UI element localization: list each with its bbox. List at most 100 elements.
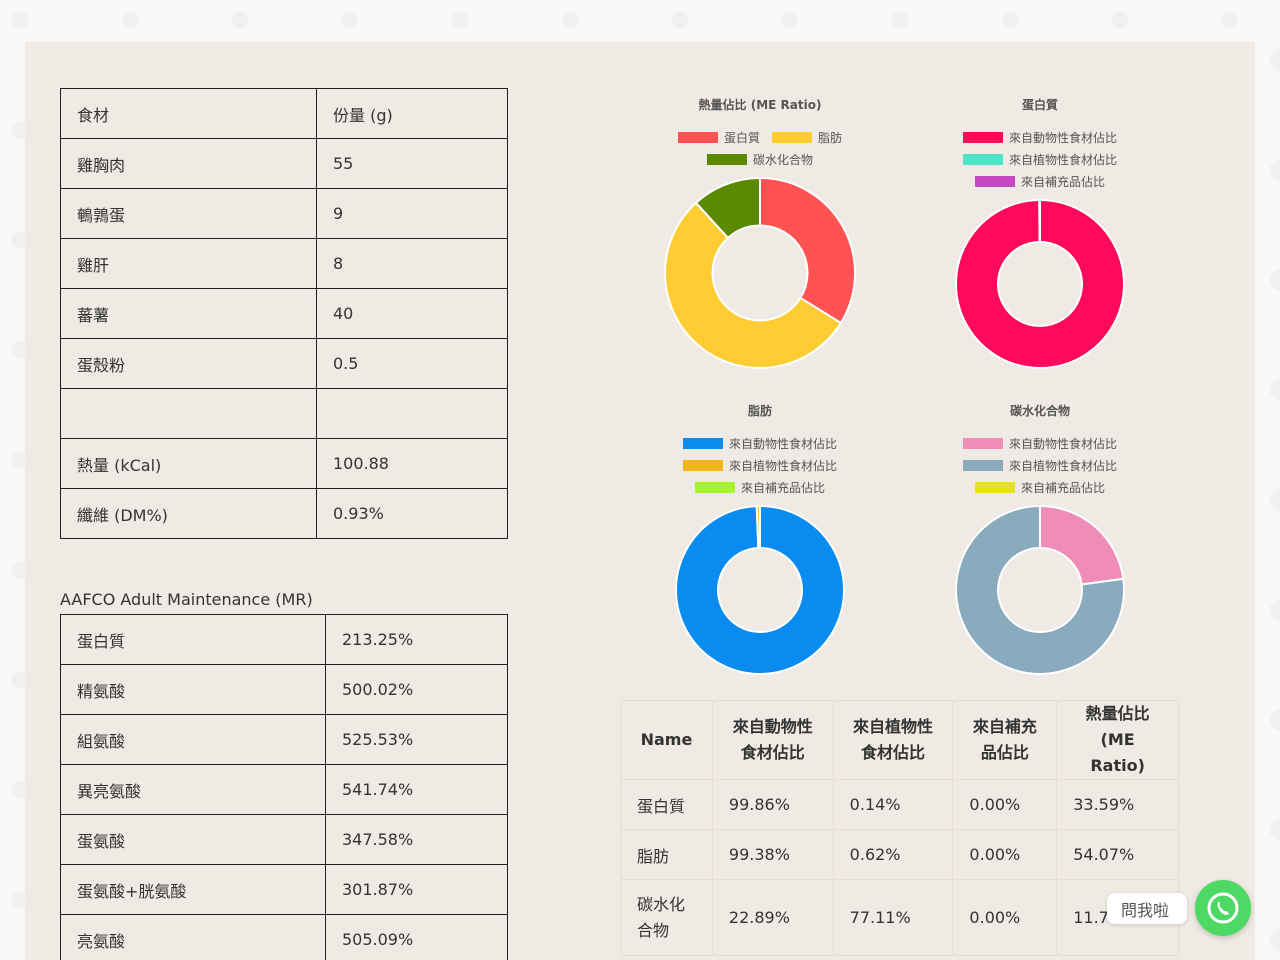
donut-slice[interactable] xyxy=(694,176,761,240)
table-row: 異亮氨酸 541.74% xyxy=(60,764,508,815)
donut-svg xyxy=(955,504,1125,675)
chat-button[interactable] xyxy=(1195,880,1251,936)
summary-cell: 0.00% xyxy=(952,879,1058,956)
legend-item[interactable]: 來自植物性食材佔比 xyxy=(962,457,1117,474)
donut-slice[interactable] xyxy=(955,198,1125,369)
legend-swatch xyxy=(974,481,1015,493)
legend-label: 來自補充品佔比 xyxy=(1020,480,1105,495)
legend-swatch xyxy=(694,481,735,493)
summary-cell: 0.00% xyxy=(952,829,1058,880)
donut-slice[interactable] xyxy=(759,176,856,325)
legend-label: 碳水化合物 xyxy=(752,152,813,167)
nutrient-name-cell: 蛋白質 xyxy=(60,614,326,665)
donut-svg xyxy=(955,198,1125,369)
summary-header-cell: 熱量佔比 (ME Ratio) xyxy=(1056,700,1179,780)
chart-title: 熱量佔比 (ME Ratio) xyxy=(698,98,822,112)
ingredient-amount-cell: 份量 (g) xyxy=(316,88,508,139)
legend-item[interactable]: 來自補充品佔比 xyxy=(974,479,1105,496)
table-row: 雞胸肉 55 xyxy=(60,138,508,189)
nutrient-percent-cell: 525.53% xyxy=(325,714,508,765)
ingredient-amount-cell: 55 xyxy=(316,138,508,189)
legend-label: 來自補充品佔比 xyxy=(1020,174,1105,189)
ingredient-amount-cell: 0.5 xyxy=(316,338,508,389)
nutrient-percent-cell: 500.02% xyxy=(325,664,508,715)
summary-cell: 0.00% xyxy=(952,779,1058,830)
ingredients-table: 食材 份量 (g) 雞胸肉 55 鵪鶉蛋 9 雞肝 8 蕃薯 40 蛋殼粉 0.5 熱量 (kCal) 1… xyxy=(60,88,508,539)
donut-slice[interactable] xyxy=(755,504,761,550)
legend-label: 脂肪 xyxy=(818,130,843,145)
donut-slice[interactable] xyxy=(1038,198,1041,244)
ingredient-name-cell: 蛋殼粉 xyxy=(60,338,317,389)
nutrient-name-cell: 精氨酸 xyxy=(60,664,326,715)
summary-cell: 脂肪 xyxy=(620,829,713,880)
legend-label: 來自動物性食材佔比 xyxy=(1008,130,1117,145)
legend-swatch xyxy=(682,437,723,449)
legend-item[interactable]: 來自植物性食材佔比 xyxy=(682,457,837,474)
summary-cell: 蛋白質 xyxy=(620,779,713,830)
aafco-table: 蛋白質 213.25% 精氨酸 500.02% 組氨酸 525.53% 異亮氨酸 541.74… xyxy=(60,614,508,960)
ingredient-amount-cell: 8 xyxy=(316,238,508,289)
summary-cell: 99.86% xyxy=(711,779,834,830)
nutrient-name-cell: 蛋氨酸 xyxy=(60,814,326,865)
summary-row: 脂肪 99.38% 0.62% 0.00% 54.07% xyxy=(620,829,1179,880)
ingredient-amount-cell xyxy=(316,388,508,439)
ingredient-amount-cell: 0.93% xyxy=(316,488,508,539)
chart-legend: 蛋白質 脂肪 碳水化合物 xyxy=(660,126,860,170)
legend-item[interactable]: 來自動物性食材佔比 xyxy=(962,129,1117,146)
donut-chart: 蛋白質來自動物性食材佔比 來自植物性食材佔比 來自補充品佔比 xyxy=(940,96,1140,370)
legend-swatch xyxy=(974,175,1015,187)
donut-slice[interactable] xyxy=(955,504,1125,675)
summary-cell: 77.11% xyxy=(832,879,954,956)
legend-swatch xyxy=(962,131,1003,143)
ingredient-name-cell: 雞胸肉 xyxy=(60,138,317,189)
legend-label: 來自植物性食材佔比 xyxy=(1008,458,1117,473)
legend-item[interactable]: 來自植物性食材佔比 xyxy=(962,151,1117,168)
summary-cell: 碳水化 合物 xyxy=(620,879,713,956)
donut-svg xyxy=(664,176,856,369)
legend-item[interactable]: 來自動物性食材佔比 xyxy=(962,435,1117,452)
donut-slice[interactable] xyxy=(664,201,843,369)
table-row: 纖維 (DM%) 0.93% xyxy=(60,488,508,539)
table-row: 蛋殼粉 0.5 xyxy=(60,338,508,389)
ingredient-name-cell: 雞肝 xyxy=(60,238,317,289)
ingredient-name-cell xyxy=(60,388,317,439)
ingredient-name-cell: 蕃薯 xyxy=(60,288,317,339)
chart-title: 蛋白質 xyxy=(1021,98,1058,112)
ingredient-name-cell: 食材 xyxy=(60,88,317,139)
nutrient-name-cell: 亮氨酸 xyxy=(60,914,326,960)
summary-cell: 0.62% xyxy=(832,829,954,880)
nutrient-name-cell: 蛋氨酸+胱氨酸 xyxy=(60,864,326,915)
legend-label: 來自動物性食材佔比 xyxy=(728,436,837,451)
chat-label[interactable]: 問我啦 xyxy=(1107,893,1187,924)
summary-cell: 0.14% xyxy=(832,779,954,830)
summary-cell: 22.89% xyxy=(711,879,834,956)
donut-chart: 熱量佔比 (ME Ratio) 蛋白質 脂肪 碳水化合物 xyxy=(660,96,860,370)
summary-cell: 99.38% xyxy=(711,829,834,880)
nutrient-percent-cell: 505.09% xyxy=(325,914,508,960)
legend-item[interactable]: 碳水化合物 xyxy=(706,151,813,168)
legend-label: 來自補充品佔比 xyxy=(740,480,825,495)
table-row: 組氨酸 525.53% xyxy=(60,714,508,765)
legend-item[interactable]: 脂肪 xyxy=(772,129,842,146)
table-row: 熱量 (kCal) 100.88 xyxy=(60,438,508,489)
ingredient-name-cell: 熱量 (kCal) xyxy=(60,438,317,489)
legend-label: 來自植物性食材佔比 xyxy=(1008,152,1117,167)
legend-item[interactable]: 來自動物性食材佔比 xyxy=(682,435,837,452)
summary-row: 碳水化 合物 22.89% 77.11% 0.00% 11.7 xyxy=(620,879,1179,956)
legend-swatch xyxy=(962,459,1003,471)
donut-slice[interactable] xyxy=(675,504,845,675)
legend-item[interactable]: 蛋白質 xyxy=(677,129,760,146)
donut-chart: 碳水化合物來自動物性食材佔比來自植物性食材佔比 來自補充品佔比 xyxy=(940,402,1140,676)
legend-item[interactable]: 來自補充品佔比 xyxy=(694,479,825,496)
donut-svg xyxy=(675,504,845,675)
nutrient-percent-cell: 213.25% xyxy=(325,614,508,665)
chart-title: 碳水化合物 xyxy=(1009,404,1070,418)
chart-legend: 來自動物性食材佔比來自植物性食材佔比 來自補充品佔比 xyxy=(940,432,1140,498)
phone-icon xyxy=(1207,892,1239,924)
donut-slice[interactable] xyxy=(1039,504,1125,586)
donut-chart: 脂肪 來自動物性食材佔比 來自植物性食材佔比 來自補充品佔比 xyxy=(660,402,860,676)
legend-swatch xyxy=(682,459,723,471)
legend-swatch xyxy=(962,437,1003,449)
legend-item[interactable]: 來自補充品佔比 xyxy=(974,173,1105,190)
table-row: 蛋氨酸 347.58% xyxy=(60,814,508,865)
